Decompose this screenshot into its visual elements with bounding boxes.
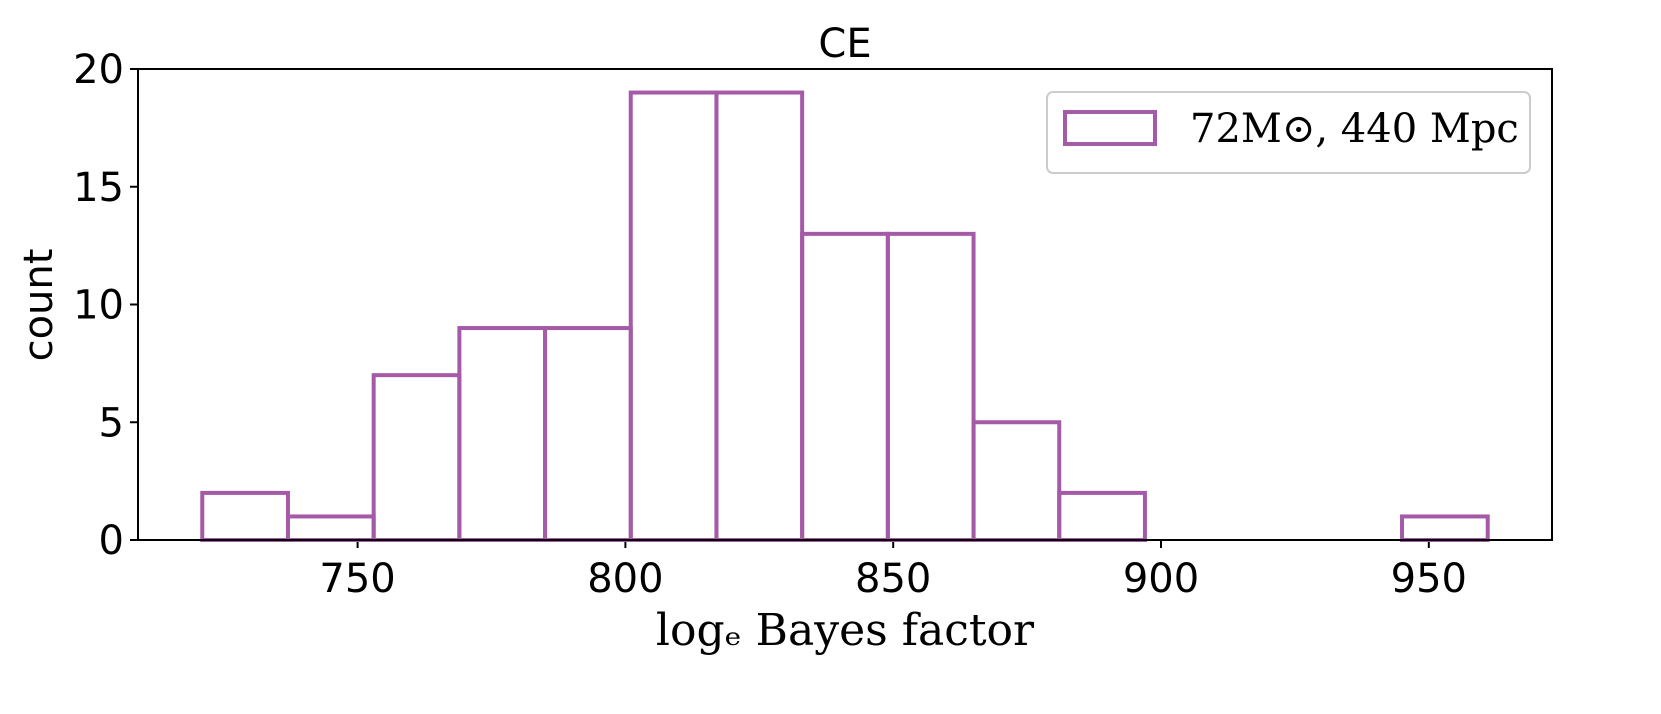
x-tick-label: 900 bbox=[1123, 556, 1199, 602]
legend-box bbox=[1046, 91, 1531, 174]
x-tick-label: 850 bbox=[855, 556, 931, 602]
bar bbox=[971, 420, 1062, 542]
y-tick-label: 0 bbox=[99, 518, 124, 564]
bar bbox=[1400, 514, 1490, 543]
y-tick-label: 5 bbox=[99, 400, 124, 446]
bar bbox=[714, 90, 805, 543]
y-tick-label: 20 bbox=[73, 47, 124, 93]
y-axis-label: count bbox=[16, 249, 62, 362]
bar bbox=[285, 514, 376, 543]
plot-frame bbox=[137, 68, 1553, 541]
bar bbox=[885, 231, 976, 542]
chart-title: CE bbox=[818, 21, 871, 67]
bar bbox=[371, 373, 462, 542]
legend-label: 72M⊙, 440 Mpc bbox=[1190, 106, 1519, 152]
bar bbox=[200, 490, 290, 542]
bar bbox=[543, 326, 633, 542]
bar bbox=[800, 231, 890, 542]
x-axis-label: logₑ Bayes factor bbox=[656, 605, 1035, 656]
bar bbox=[628, 90, 719, 543]
legend: 72M⊙, 440 Mpc bbox=[1046, 91, 1531, 174]
x-tick-label: 750 bbox=[319, 556, 395, 602]
x-tick-label: 950 bbox=[1391, 556, 1467, 602]
bar bbox=[1057, 490, 1147, 542]
x-tick-label: 800 bbox=[587, 556, 663, 602]
bar bbox=[457, 326, 548, 542]
y-tick-label: 15 bbox=[73, 165, 124, 211]
y-tick-label: 10 bbox=[73, 283, 124, 329]
legend-swatch bbox=[1063, 110, 1157, 146]
